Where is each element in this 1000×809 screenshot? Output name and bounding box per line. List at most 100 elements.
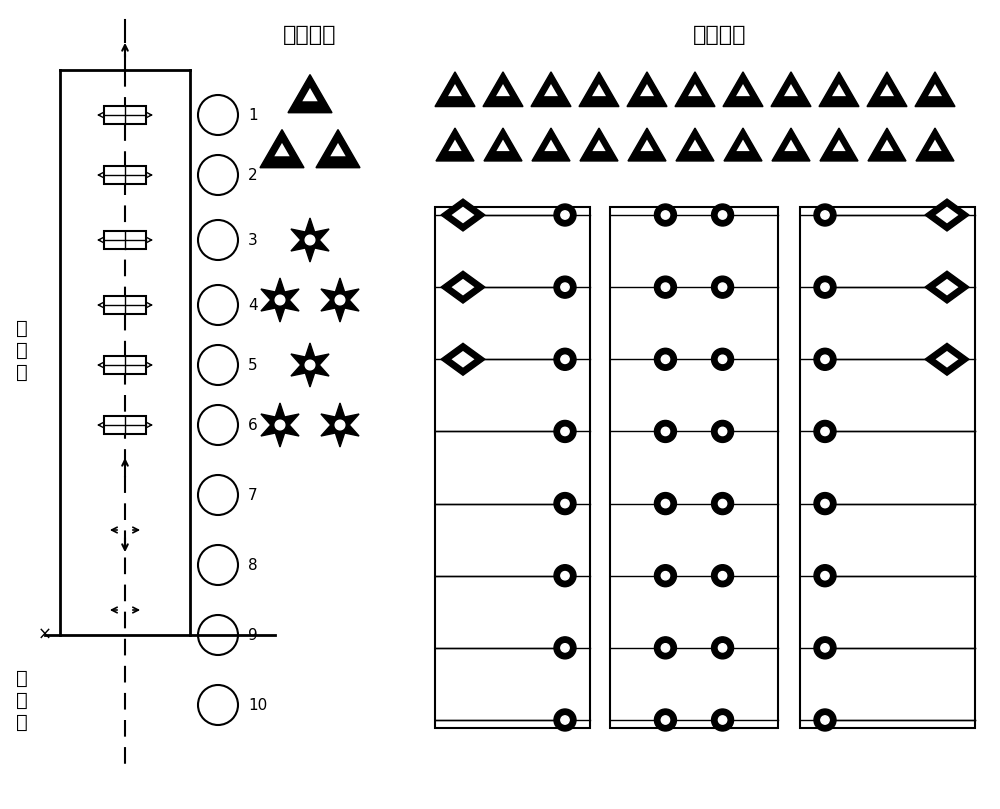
Polygon shape xyxy=(936,279,958,295)
Circle shape xyxy=(654,276,676,299)
Polygon shape xyxy=(627,72,667,107)
Text: 6: 6 xyxy=(248,417,258,433)
Polygon shape xyxy=(452,351,474,367)
Polygon shape xyxy=(496,140,510,151)
Circle shape xyxy=(712,565,734,587)
Circle shape xyxy=(814,276,836,299)
Text: 垂
直
段: 垂 直 段 xyxy=(16,319,28,382)
Text: 弯
曲
段: 弯 曲 段 xyxy=(16,668,28,731)
Polygon shape xyxy=(832,84,846,96)
Polygon shape xyxy=(452,279,474,295)
Circle shape xyxy=(335,420,345,430)
Polygon shape xyxy=(321,403,359,447)
Polygon shape xyxy=(784,84,798,96)
Polygon shape xyxy=(880,84,894,96)
Polygon shape xyxy=(936,206,958,223)
Circle shape xyxy=(718,644,727,652)
Polygon shape xyxy=(291,218,329,262)
Text: 2: 2 xyxy=(248,167,258,183)
Polygon shape xyxy=(531,72,571,107)
Polygon shape xyxy=(532,128,570,161)
Circle shape xyxy=(554,349,576,371)
Circle shape xyxy=(554,421,576,443)
Circle shape xyxy=(554,493,576,515)
Circle shape xyxy=(661,211,670,219)
Polygon shape xyxy=(676,128,714,161)
Polygon shape xyxy=(483,72,523,107)
Polygon shape xyxy=(441,343,485,375)
Circle shape xyxy=(661,571,670,580)
Circle shape xyxy=(821,283,829,291)
Circle shape xyxy=(661,427,670,435)
Polygon shape xyxy=(820,128,858,161)
Circle shape xyxy=(712,349,734,371)
Text: 宽面喷嘴: 宽面喷嘴 xyxy=(693,25,747,45)
Polygon shape xyxy=(916,128,954,161)
Text: 10: 10 xyxy=(248,697,267,713)
Circle shape xyxy=(712,493,734,515)
Circle shape xyxy=(661,499,670,508)
Circle shape xyxy=(654,493,676,515)
Text: 3: 3 xyxy=(248,232,258,248)
Text: 4: 4 xyxy=(248,298,258,312)
Polygon shape xyxy=(784,140,798,151)
Polygon shape xyxy=(302,88,318,101)
Polygon shape xyxy=(441,271,485,303)
Circle shape xyxy=(821,211,829,219)
Circle shape xyxy=(561,571,569,580)
Polygon shape xyxy=(724,128,762,161)
Polygon shape xyxy=(436,128,474,161)
Circle shape xyxy=(275,420,285,430)
Circle shape xyxy=(561,716,569,724)
Bar xyxy=(104,416,146,434)
Polygon shape xyxy=(772,128,810,161)
Circle shape xyxy=(305,360,315,370)
Circle shape xyxy=(814,204,836,226)
Bar xyxy=(435,207,590,728)
Bar xyxy=(104,231,146,249)
Circle shape xyxy=(814,493,836,515)
Polygon shape xyxy=(771,72,811,107)
Text: 8: 8 xyxy=(248,557,258,573)
Text: ×: × xyxy=(38,626,52,644)
Circle shape xyxy=(654,349,676,371)
Circle shape xyxy=(654,637,676,659)
Circle shape xyxy=(718,571,727,580)
Text: 1: 1 xyxy=(248,108,258,122)
Circle shape xyxy=(305,235,315,245)
Circle shape xyxy=(275,295,285,305)
Circle shape xyxy=(821,499,829,508)
Polygon shape xyxy=(688,84,702,96)
Polygon shape xyxy=(484,128,522,161)
Polygon shape xyxy=(915,72,955,107)
Polygon shape xyxy=(640,84,654,96)
Bar xyxy=(610,207,778,728)
Circle shape xyxy=(661,716,670,724)
Polygon shape xyxy=(321,278,359,322)
Polygon shape xyxy=(316,129,360,167)
Circle shape xyxy=(712,709,734,731)
Circle shape xyxy=(554,709,576,731)
Polygon shape xyxy=(928,84,942,96)
Polygon shape xyxy=(723,72,763,107)
Circle shape xyxy=(821,644,829,652)
Polygon shape xyxy=(260,129,304,167)
Circle shape xyxy=(814,349,836,371)
Circle shape xyxy=(661,355,670,363)
Circle shape xyxy=(661,644,670,652)
Circle shape xyxy=(561,283,569,291)
Circle shape xyxy=(654,709,676,731)
Circle shape xyxy=(821,716,829,724)
Circle shape xyxy=(561,211,569,219)
Polygon shape xyxy=(274,143,290,156)
Circle shape xyxy=(712,637,734,659)
Polygon shape xyxy=(291,343,329,387)
Circle shape xyxy=(718,427,727,435)
Circle shape xyxy=(814,421,836,443)
Circle shape xyxy=(718,499,727,508)
Polygon shape xyxy=(688,140,702,151)
Polygon shape xyxy=(640,140,654,151)
Polygon shape xyxy=(496,84,510,96)
Circle shape xyxy=(718,211,727,219)
Circle shape xyxy=(654,565,676,587)
